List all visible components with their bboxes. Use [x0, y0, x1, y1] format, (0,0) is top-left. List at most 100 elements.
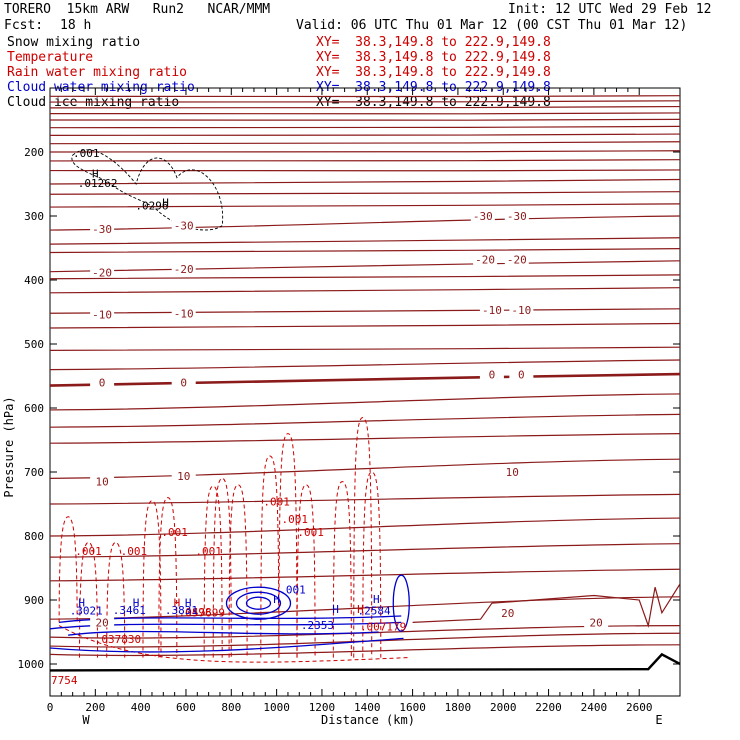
x-tick-label: 2200: [535, 701, 562, 714]
field-temp-xy: XY= 38.3,149.8 to 222.9,149.8: [316, 50, 551, 65]
field-temp-name: Temperature: [7, 50, 94, 65]
rain-label: .001: [161, 526, 188, 539]
init-time: Init: 12 UTC Wed 29 Feb 12: [508, 2, 712, 17]
temperature-label-bg: [90, 376, 115, 388]
temperature-label-bg: [500, 466, 525, 477]
temperature-contour: [50, 237, 680, 245]
temperature-label: -30: [174, 220, 194, 233]
rain-contour: [58, 516, 78, 623]
temperature-label-bg: [509, 304, 534, 316]
cloud-water-label: .2584: [358, 605, 391, 618]
temperature-label: 0: [99, 376, 106, 389]
rain-contour: [212, 477, 232, 658]
cloud-water-cell: [245, 596, 272, 610]
temperature-label: -20: [174, 263, 194, 276]
extreme-marker: H: [162, 196, 169, 209]
temperature-contour: [50, 287, 680, 294]
temperature-contour: [50, 346, 680, 351]
rain-contour: [260, 455, 280, 658]
rain-contour: [332, 481, 352, 658]
temperature-contour: [50, 393, 680, 411]
cloud-water-cell: [392, 574, 410, 632]
cloud-water-contour: [68, 630, 379, 636]
y-tick-label: 700: [24, 466, 44, 479]
snow-label: .0296: [135, 200, 168, 213]
temperature-label: 0: [518, 369, 525, 382]
field-rain-name: Rain water mixing ratio: [7, 65, 188, 80]
x-tick-label: 1000: [263, 701, 290, 714]
isotherm--20: [50, 260, 680, 273]
rain-contour: [353, 417, 373, 658]
temperature-label-bg: [90, 475, 115, 487]
cloud-water-contour: [50, 621, 402, 630]
temperature-label: -20: [92, 266, 112, 279]
temperature-label: 0: [180, 376, 187, 389]
y-tick-label: 900: [24, 594, 44, 607]
rain-label: .001: [263, 495, 290, 508]
x-tick-label: 200: [85, 701, 105, 714]
temperature-label-bg: [495, 606, 520, 618]
x-tick-label: 1800: [445, 701, 472, 714]
temperature-contour: [50, 274, 680, 280]
temperature-contour: [50, 112, 680, 115]
cloud-water-label: .3831: [165, 604, 198, 617]
y-tick-label: 400: [24, 274, 44, 287]
cloud-water-label: .3461: [113, 604, 146, 617]
y-axis-title: Pressure (hPa): [2, 396, 16, 497]
plot-area: [49, 87, 681, 697]
temperature-label: 20: [95, 616, 108, 629]
temperature-label-bg: [584, 616, 609, 628]
temperature-contour: [50, 159, 680, 162]
field-snow-xy: XY= 38.3,149.8 to 222.9,149.8: [316, 35, 551, 50]
temperature-label: -30: [92, 223, 112, 236]
y-tick-label: 300: [24, 210, 44, 223]
cloud-water-cell: [235, 591, 282, 615]
x-tick-label: 1400: [354, 701, 381, 714]
rain-contour-low: [58, 625, 409, 663]
temperature-contour: [50, 125, 680, 129]
snow-label: .01262: [78, 177, 118, 190]
snow-contour: [71, 149, 224, 231]
extreme-marker: H: [174, 596, 181, 609]
temperature-contour: [50, 248, 680, 254]
y-tick-label: 200: [24, 146, 44, 159]
temperature-contour: [50, 543, 680, 558]
temperature-contour: [50, 517, 680, 537]
temperature-contour: [50, 150, 680, 153]
cloud-water-contour-low: [50, 637, 404, 653]
rain-label: .001: [195, 545, 222, 558]
temperature-contour: [50, 100, 680, 103]
rain-label: .001: [297, 526, 324, 539]
temperature-label: -10: [92, 309, 112, 322]
temperature-contour: [50, 191, 680, 195]
temperature-label: 10: [95, 476, 108, 489]
isotherm-20-right: [412, 583, 680, 628]
temperature-label: -30: [473, 210, 493, 223]
temperature-contour: [50, 141, 680, 145]
rain-contour: [79, 541, 99, 658]
fcst-label: Fcst:: [4, 18, 44, 33]
snow-label: .001: [73, 147, 100, 160]
extreme-marker: H: [92, 168, 99, 181]
rain-contour: [362, 471, 382, 658]
temperature-label: 0: [489, 369, 496, 382]
rain-contour: [278, 433, 298, 658]
x-tick-label: 2000: [490, 701, 517, 714]
temperature-contour: [50, 493, 680, 505]
y-tick-label: 800: [24, 530, 44, 543]
fcst-value: 18 h: [60, 18, 92, 33]
rain-label: .0498: [178, 606, 211, 619]
west-label: W: [82, 713, 90, 727]
x-tick-label: 400: [131, 701, 151, 714]
temperature-label: -30: [507, 210, 527, 223]
valid-time: Valid: 06 UTC Thu 01 Mar 12 (00 CST Thu …: [296, 18, 688, 33]
x-tick-label: 2400: [581, 701, 608, 714]
x-tick-label: 600: [176, 701, 196, 714]
temperature-label-bg: [470, 210, 495, 221]
x-tick-label: 0: [47, 701, 54, 714]
temperature-contour: [50, 105, 680, 109]
rain-label: .007179: [360, 621, 406, 634]
cloud-water-cell: [225, 586, 292, 620]
temperature-label-bg: [171, 469, 196, 481]
